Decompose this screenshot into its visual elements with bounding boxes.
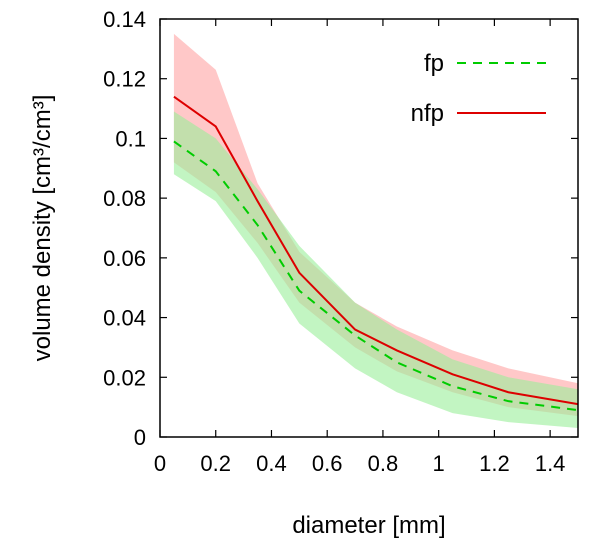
axis-ticks: 0 0.2 0.4 0.6 0.8 1 1.2 1.4 0 0.02 0.04 0.06 0.08 0.1… (103, 7, 578, 476)
y-tick-label: 0.14 (103, 7, 146, 32)
confidence-bands (173, 33, 578, 429)
y-tick-label: 0.12 (103, 67, 146, 92)
line-nfp (173, 95, 578, 406)
y-axis-label: volume density [cm³/cm³] (29, 95, 56, 362)
x-axis-label: diameter [mm] (292, 512, 445, 539)
x-tick-label: 0.6 (312, 451, 343, 476)
x-tick-label: 0.2 (200, 451, 231, 476)
x-tick-label: 0.4 (256, 451, 287, 476)
x-tick-label: 1.2 (479, 451, 510, 476)
x-tick-label: 0.8 (368, 451, 399, 476)
y-tick-label: 0 (134, 425, 146, 450)
y-tick-label: 0.06 (103, 246, 146, 271)
series-lines (173, 95, 578, 412)
y-tick-label: 0.02 (103, 365, 146, 390)
plot-frame (159, 18, 579, 438)
y-tick-label: 0.1 (115, 126, 146, 151)
y-tick-label: 0.04 (103, 306, 146, 331)
legend-label-nfp: nfp (411, 100, 444, 127)
legend: fp nfp (411, 50, 546, 127)
x-tick-label: 1.4 (535, 451, 566, 476)
x-tick-label: 0 (154, 451, 166, 476)
line-fp (173, 140, 578, 412)
y-tick-label: 0.08 (103, 186, 146, 211)
x-tick-label: 1 (433, 451, 445, 476)
legend-label-fp: fp (424, 50, 444, 77)
